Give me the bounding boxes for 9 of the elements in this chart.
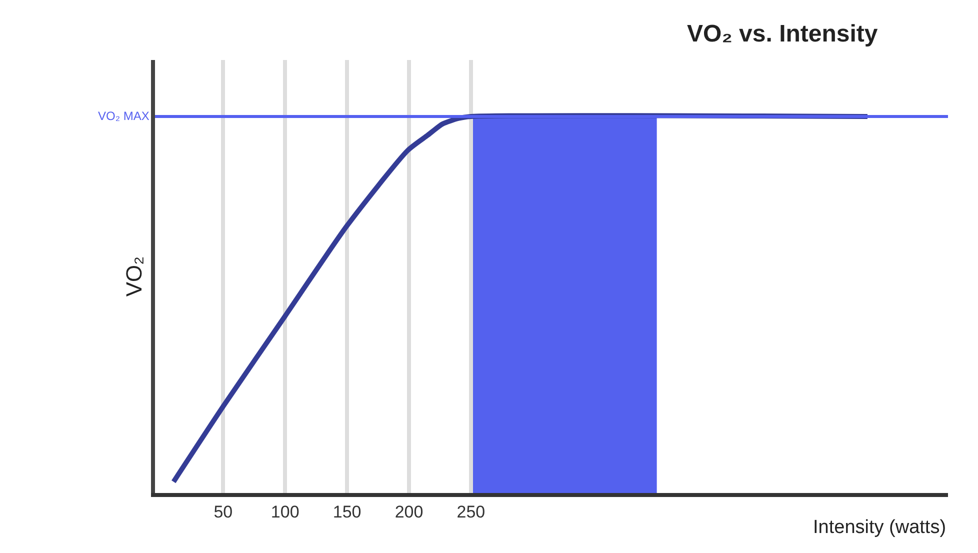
y-axis-title: VO₂ <box>121 256 146 297</box>
ref-line-label: VO₂ MAX <box>98 109 150 123</box>
x-tick-label: 150 <box>332 502 362 522</box>
x-axis-title: Intensity (watts) <box>813 517 946 538</box>
chart-title: VO₂ vs. Intensity <box>687 20 878 48</box>
x-tick-label: 200 <box>394 502 424 522</box>
x-tick-label: 100 <box>270 502 300 522</box>
x-tick-label: 50 <box>214 502 233 522</box>
x-tick-label: 250 <box>456 502 486 522</box>
